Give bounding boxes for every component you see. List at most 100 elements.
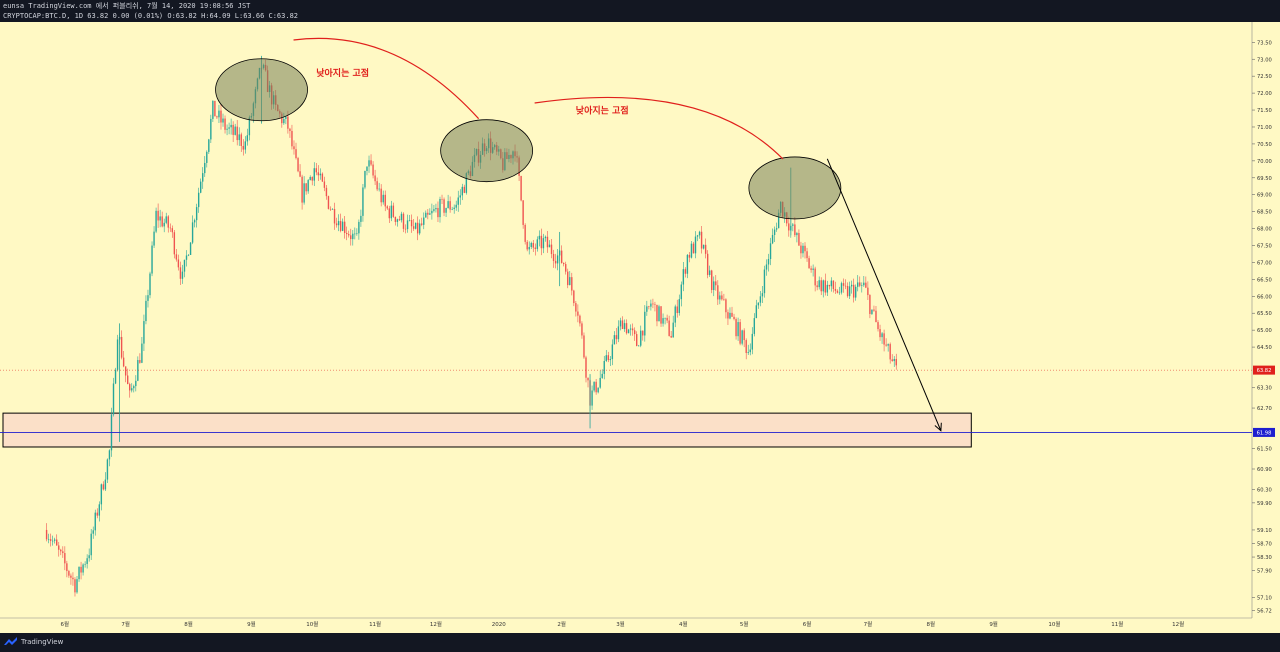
y-tick-label: 62.70 [1257, 406, 1272, 412]
candle-up [181, 271, 184, 279]
projection-arrow-line[interactable] [826, 158, 942, 431]
y-tick-label: 68.50 [1257, 210, 1272, 216]
candle-up [451, 209, 453, 210]
candle-up [792, 224, 794, 226]
candle-up [830, 280, 833, 287]
candle-down [875, 310, 877, 323]
price-chart[interactable]: 73.50 73.00 72.50 72.00 71.50 71.00 70.50 70.00… [0, 22, 1280, 633]
support-zone-box[interactable] [2, 412, 972, 448]
candle-up [366, 166, 368, 171]
candle-up [114, 369, 117, 384]
candle-up [368, 160, 370, 167]
candle-down [715, 281, 717, 286]
candle-up [165, 216, 167, 223]
candle-down [688, 254, 691, 258]
candle-up [100, 484, 103, 505]
candle-up [183, 259, 186, 272]
candle-up [222, 118, 224, 123]
candle-down [311, 176, 313, 181]
candle-up [863, 282, 865, 286]
candle-up [400, 213, 403, 221]
candle-down [376, 181, 378, 190]
candle-down [550, 244, 553, 255]
chart-area[interactable]: 73.50 73.00 72.50 72.00 71.50 71.00 70.50 70.00… [0, 22, 1280, 633]
candle-down [522, 200, 524, 225]
candle-up [78, 566, 80, 580]
candle-down [120, 336, 123, 358]
candle-down [443, 199, 445, 213]
candle-down [404, 228, 407, 230]
candle-down [45, 529, 48, 540]
candle-up [767, 258, 770, 265]
candle-down [335, 223, 338, 226]
candle-up [155, 210, 157, 232]
projection-arrow-head [934, 422, 942, 432]
candle-up [362, 187, 364, 216]
candle-up [352, 233, 354, 240]
candle-down [449, 201, 451, 210]
candle-up [228, 127, 230, 129]
candle-up [672, 322, 674, 338]
candle-up [230, 124, 232, 128]
candle-down [575, 303, 577, 312]
lower-high-arc-2[interactable] [534, 96, 784, 160]
candle-up [210, 118, 212, 140]
y-tick-label: 57.90 [1257, 569, 1272, 575]
candle-down [327, 196, 330, 209]
peak-highlight-ellipse[interactable] [440, 119, 534, 183]
candle-up [313, 168, 315, 181]
publisher-info: eunsa TradingView.com 에서 퍼블리쉬, 7월 14, 20… [3, 2, 251, 10]
candle-up [141, 343, 143, 363]
x-tick-label: 11월 [369, 620, 381, 628]
candle-down [70, 575, 72, 578]
peak-highlight-ellipse[interactable] [215, 58, 308, 122]
candle-down [534, 247, 537, 249]
candle-down [62, 551, 64, 554]
y-tick-label: 69.50 [1257, 176, 1272, 182]
candle-down [293, 146, 295, 150]
candle-down [560, 250, 563, 263]
x-tick-label: 5월 [740, 620, 749, 628]
candle-up [143, 321, 145, 344]
peak-highlight-ellipse[interactable] [748, 156, 842, 220]
candle-up [465, 173, 468, 193]
tradingview-brand[interactable]: TradingView [4, 637, 63, 646]
candle-up [658, 306, 660, 322]
candle-up [569, 277, 571, 286]
candle-up [82, 564, 84, 573]
candle-up [662, 318, 664, 324]
candle-up [605, 355, 607, 361]
x-tick-label: 6월 [803, 620, 812, 628]
candle-up [187, 254, 190, 256]
lower-high-arc-1[interactable] [293, 37, 480, 120]
support-price-tag-label: 61.98 [1257, 430, 1272, 436]
candle-down [706, 253, 709, 275]
candle-down [441, 199, 443, 200]
candle-up [751, 333, 753, 350]
x-tick-label: 7월 [121, 620, 130, 628]
candle-down [421, 223, 423, 225]
candle-down [49, 539, 52, 541]
candle-down [891, 359, 893, 362]
candle-up [193, 220, 196, 223]
price-axis-background [1252, 22, 1280, 618]
candle-up [771, 234, 774, 244]
candle-down [836, 290, 839, 293]
candle-up [406, 220, 409, 230]
y-tick-label: 60.30 [1257, 487, 1272, 493]
x-tick-label: 11월 [1111, 620, 1123, 628]
candle-down [171, 228, 174, 233]
candle-up [453, 207, 455, 210]
chart-footer: TradingView [0, 633, 1280, 652]
candle-down [585, 357, 587, 378]
candle-down [820, 280, 822, 292]
candle-down [350, 235, 352, 240]
x-tick-label: 4월 [679, 620, 688, 628]
candle-down [301, 176, 303, 203]
chart-header: eunsa TradingView.com 에서 퍼블리쉬, 7월 14, 20… [0, 0, 1280, 22]
candle-down [676, 306, 678, 314]
candle-up [690, 243, 693, 258]
candle-down [124, 366, 127, 376]
candle-down [652, 303, 654, 305]
candle-up [248, 117, 251, 136]
